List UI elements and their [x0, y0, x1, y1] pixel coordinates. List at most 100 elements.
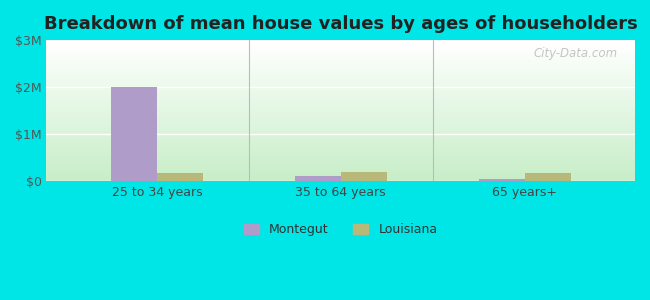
Bar	[47, 75, 635, 76]
Bar	[47, 70, 635, 71]
Bar	[47, 90, 635, 91]
Bar	[47, 59, 635, 60]
Bar	[47, 133, 635, 134]
Bar	[47, 160, 635, 161]
Bar	[47, 100, 635, 101]
Bar	[47, 116, 635, 117]
Bar	[47, 65, 635, 66]
Bar	[47, 103, 635, 104]
Bar	[47, 69, 635, 70]
Bar	[47, 117, 635, 118]
Bar	[47, 148, 635, 149]
Bar	[47, 43, 635, 44]
Bar	[47, 164, 635, 165]
Bar	[47, 93, 635, 94]
Bar	[47, 129, 635, 130]
Bar	[47, 134, 635, 135]
Bar	[47, 154, 635, 155]
Bar	[47, 84, 635, 85]
Bar	[47, 106, 635, 107]
Bar	[47, 40, 635, 41]
Bar	[47, 81, 635, 82]
Bar	[47, 149, 635, 150]
Bar	[47, 165, 635, 166]
Bar	[47, 132, 635, 133]
Bar	[47, 110, 635, 111]
Bar	[47, 53, 635, 54]
Bar	[47, 91, 635, 92]
Bar	[47, 49, 635, 50]
Bar	[47, 96, 635, 97]
Bar	[47, 118, 635, 119]
Bar	[47, 146, 635, 147]
Bar	[47, 142, 635, 143]
Bar	[47, 123, 635, 124]
Bar	[47, 101, 635, 102]
Bar	[47, 126, 635, 127]
Bar	[47, 68, 635, 69]
Bar	[47, 163, 635, 164]
Bar	[47, 138, 635, 139]
Bar	[47, 112, 635, 113]
Bar	[47, 115, 635, 116]
Text: City-Data.com: City-Data.com	[533, 47, 618, 60]
Bar	[47, 175, 635, 176]
Bar	[47, 52, 635, 53]
Bar	[47, 124, 635, 125]
Bar	[47, 119, 635, 120]
Bar	[47, 171, 635, 172]
Bar	[47, 122, 635, 123]
Bar	[47, 150, 635, 151]
Bar	[47, 136, 635, 137]
Bar	[47, 137, 635, 138]
Bar	[47, 131, 635, 132]
Bar	[47, 159, 635, 160]
Bar	[47, 45, 635, 46]
Bar	[47, 153, 635, 154]
Bar	[47, 56, 635, 57]
Bar	[47, 152, 635, 153]
Bar	[47, 77, 635, 78]
Bar	[47, 155, 635, 156]
Bar	[47, 157, 635, 158]
Bar	[294, 176, 341, 181]
Bar	[111, 87, 157, 181]
Bar	[47, 54, 635, 55]
Bar	[478, 178, 525, 181]
Bar	[47, 158, 635, 159]
Bar	[47, 109, 635, 110]
Bar	[47, 104, 635, 105]
Bar	[47, 177, 635, 178]
Bar	[47, 141, 635, 142]
Bar	[47, 78, 635, 79]
Bar	[47, 154, 635, 155]
Bar	[47, 172, 635, 173]
Bar	[47, 58, 635, 59]
Bar	[47, 79, 635, 80]
Bar	[47, 51, 635, 52]
Bar	[47, 173, 635, 174]
Bar	[47, 62, 635, 63]
Bar	[47, 140, 635, 141]
Bar	[47, 85, 635, 86]
Bar	[341, 172, 387, 181]
Bar	[47, 176, 635, 177]
Bar	[47, 130, 635, 131]
Bar	[47, 72, 635, 73]
Bar	[47, 92, 635, 93]
Bar	[47, 76, 635, 77]
Bar	[47, 144, 635, 145]
Bar	[47, 98, 635, 99]
Bar	[47, 89, 635, 90]
Bar	[47, 145, 635, 146]
Bar	[47, 151, 635, 152]
Bar	[157, 173, 203, 181]
Bar	[47, 99, 635, 100]
Bar	[47, 87, 635, 88]
Bar	[47, 128, 635, 129]
Bar	[47, 125, 635, 126]
Bar	[47, 121, 635, 122]
Legend: Montegut, Louisiana: Montegut, Louisiana	[239, 218, 443, 241]
Bar	[47, 108, 635, 109]
Bar	[47, 71, 635, 72]
